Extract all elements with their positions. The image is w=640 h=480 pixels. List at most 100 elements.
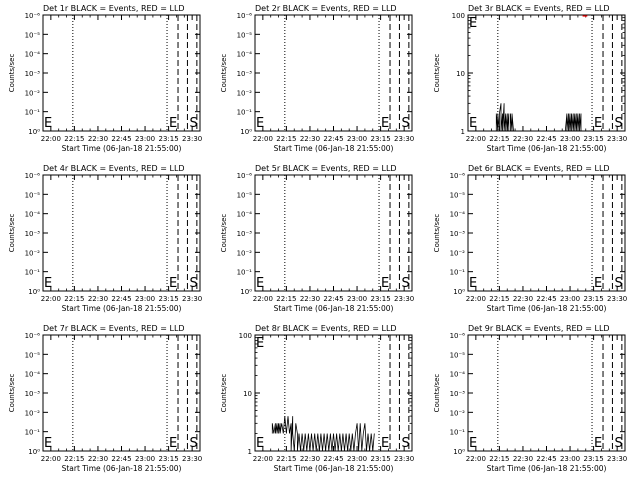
y-axis-label: Counts/sec [220, 214, 228, 253]
marker-e-top: E [256, 336, 264, 351]
x-tick-label: 22:15 [489, 135, 509, 143]
x-tick-label: 23:00 [347, 135, 367, 143]
panel-title: Det 5r BLACK = Events, RED = LLD [255, 164, 397, 173]
y-tick-label: 100 [452, 12, 465, 20]
y-tick-label: 10⁻⁶ [25, 332, 41, 340]
x-tick-label: 23:30 [607, 135, 627, 143]
x-tick-label: 22:45 [111, 135, 131, 143]
plot-frame [42, 334, 201, 452]
x-axis-label: Start Time (06-Jan-18 21:55:00) [62, 144, 182, 153]
x-tick-label: 22:00 [253, 455, 273, 463]
x-tick-label: 23:30 [394, 455, 414, 463]
y-tick-label: 10⁻⁴ [25, 51, 41, 59]
panel-det-2: Det 2r BLACK = Events, RED = LLD Counts/s… [220, 4, 414, 153]
x-tick-label: 23:30 [182, 295, 202, 303]
y-axis-label: Counts/sec [8, 374, 16, 413]
marker-s: S [189, 116, 197, 131]
marker-e: E [169, 116, 177, 131]
y-tick-label: 10⁻⁴ [25, 371, 41, 379]
marker-e: E [381, 436, 389, 451]
x-tick-label: 23:00 [347, 295, 367, 303]
panel-det-1: Det 1r BLACK = Events, RED = LLD Counts/s… [8, 4, 202, 153]
y-tick-label: 10⁻⁶ [25, 12, 41, 20]
marker-e-start: E [469, 116, 477, 131]
plot-frame [42, 174, 201, 292]
y-tick-label: 10 [456, 70, 465, 78]
x-tick-label: 23:00 [560, 135, 580, 143]
x-tick-label: 23:15 [584, 135, 604, 143]
plot-frame [467, 14, 626, 132]
y-tick-label: 10⁻⁶ [237, 172, 253, 180]
y-tick-label: 10⁻³ [25, 70, 41, 78]
y-tick-label: 10⁻² [450, 409, 466, 417]
panel-det-9: Det 9r BLACK = Events, RED = LLD Counts/s… [433, 324, 627, 473]
x-axis-label: Start Time (06-Jan-18 21:55:00) [62, 464, 182, 473]
x-tick-label: 22:15 [489, 295, 509, 303]
plot-frame [42, 14, 201, 132]
x-axis-label: Start Time (06-Jan-18 21:55:00) [274, 464, 394, 473]
x-tick-label: 23:15 [159, 295, 179, 303]
y-tick-label: 10⁻⁶ [450, 332, 466, 340]
marker-e-start: E [469, 276, 477, 291]
x-tick-label: 23:30 [607, 295, 627, 303]
marker-s: S [614, 116, 622, 131]
x-axis-label: Start Time (06-Jan-18 21:55:00) [487, 464, 607, 473]
x-tick-label: 23:15 [159, 455, 179, 463]
y-tick-label: 10⁻⁴ [450, 371, 466, 379]
plot-frame [467, 174, 626, 292]
x-tick-label: 23:15 [371, 455, 391, 463]
marker-e: E [169, 276, 177, 291]
panel-title: Det 2r BLACK = Events, RED = LLD [255, 4, 397, 13]
x-tick-label: 22:45 [536, 295, 556, 303]
panel-title: Det 7r BLACK = Events, RED = LLD [43, 324, 185, 333]
x-tick-label: 22:00 [41, 455, 61, 463]
y-axis-label: Counts/sec [8, 54, 16, 93]
x-tick-label: 22:00 [466, 135, 486, 143]
x-tick-label: 23:00 [347, 455, 367, 463]
x-tick-label: 23:15 [159, 135, 179, 143]
x-tick-label: 23:00 [135, 295, 155, 303]
panel-det-7: Det 7r BLACK = Events, RED = LLD Counts/s… [8, 324, 202, 473]
y-tick-label: 10⁻³ [237, 230, 253, 238]
y-axis-label: Counts/sec [220, 54, 228, 93]
marker-e: E [594, 276, 602, 291]
marker-e-start: E [256, 116, 264, 131]
y-axis-label: Counts/sec [8, 214, 16, 253]
x-tick-label: 23:00 [560, 455, 580, 463]
x-tick-label: 23:00 [135, 455, 155, 463]
marker-e-start: E [469, 436, 477, 451]
x-axis-label: Start Time (06-Jan-18 21:55:00) [62, 304, 182, 313]
y-tick-label: 10⁻⁵ [450, 351, 466, 359]
panel-title: Det 8r BLACK = Events, RED = LLD [255, 324, 397, 333]
marker-e-top: E [469, 16, 477, 31]
marker-e-start: E [44, 436, 52, 451]
marker-e: E [594, 436, 602, 451]
plot-frame [254, 14, 413, 132]
x-tick-label: 22:30 [88, 295, 108, 303]
plot-frame [254, 174, 413, 292]
x-tick-label: 22:45 [323, 135, 343, 143]
y-tick-label: 10⁻⁶ [450, 172, 466, 180]
series-events [495, 103, 582, 132]
marker-e: E [594, 116, 602, 131]
y-tick-label: 10⁻³ [25, 230, 41, 238]
y-tick-label: 10⁻⁴ [237, 51, 253, 59]
y-tick-label: 10⁻² [25, 249, 41, 257]
y-tick-label: 10⁻² [237, 89, 253, 97]
y-tick-label: 10 [243, 390, 252, 398]
x-tick-label: 22:15 [276, 295, 296, 303]
x-tick-label: 22:30 [88, 455, 108, 463]
y-tick-label: 10⁻¹ [450, 429, 466, 437]
x-tick-label: 23:15 [371, 295, 391, 303]
marker-s: S [401, 116, 409, 131]
x-tick-label: 23:00 [560, 295, 580, 303]
x-tick-label: 23:30 [182, 135, 202, 143]
y-tick-label: 1 [248, 448, 252, 456]
y-tick-label: 10⁻¹ [237, 109, 253, 117]
x-tick-label: 23:30 [182, 455, 202, 463]
panel-title: Det 6r BLACK = Events, RED = LLD [468, 164, 610, 173]
x-tick-label: 23:30 [394, 135, 414, 143]
y-tick-label: 10⁰ [28, 128, 40, 136]
x-tick-label: 22:15 [276, 455, 296, 463]
x-tick-label: 22:00 [466, 295, 486, 303]
